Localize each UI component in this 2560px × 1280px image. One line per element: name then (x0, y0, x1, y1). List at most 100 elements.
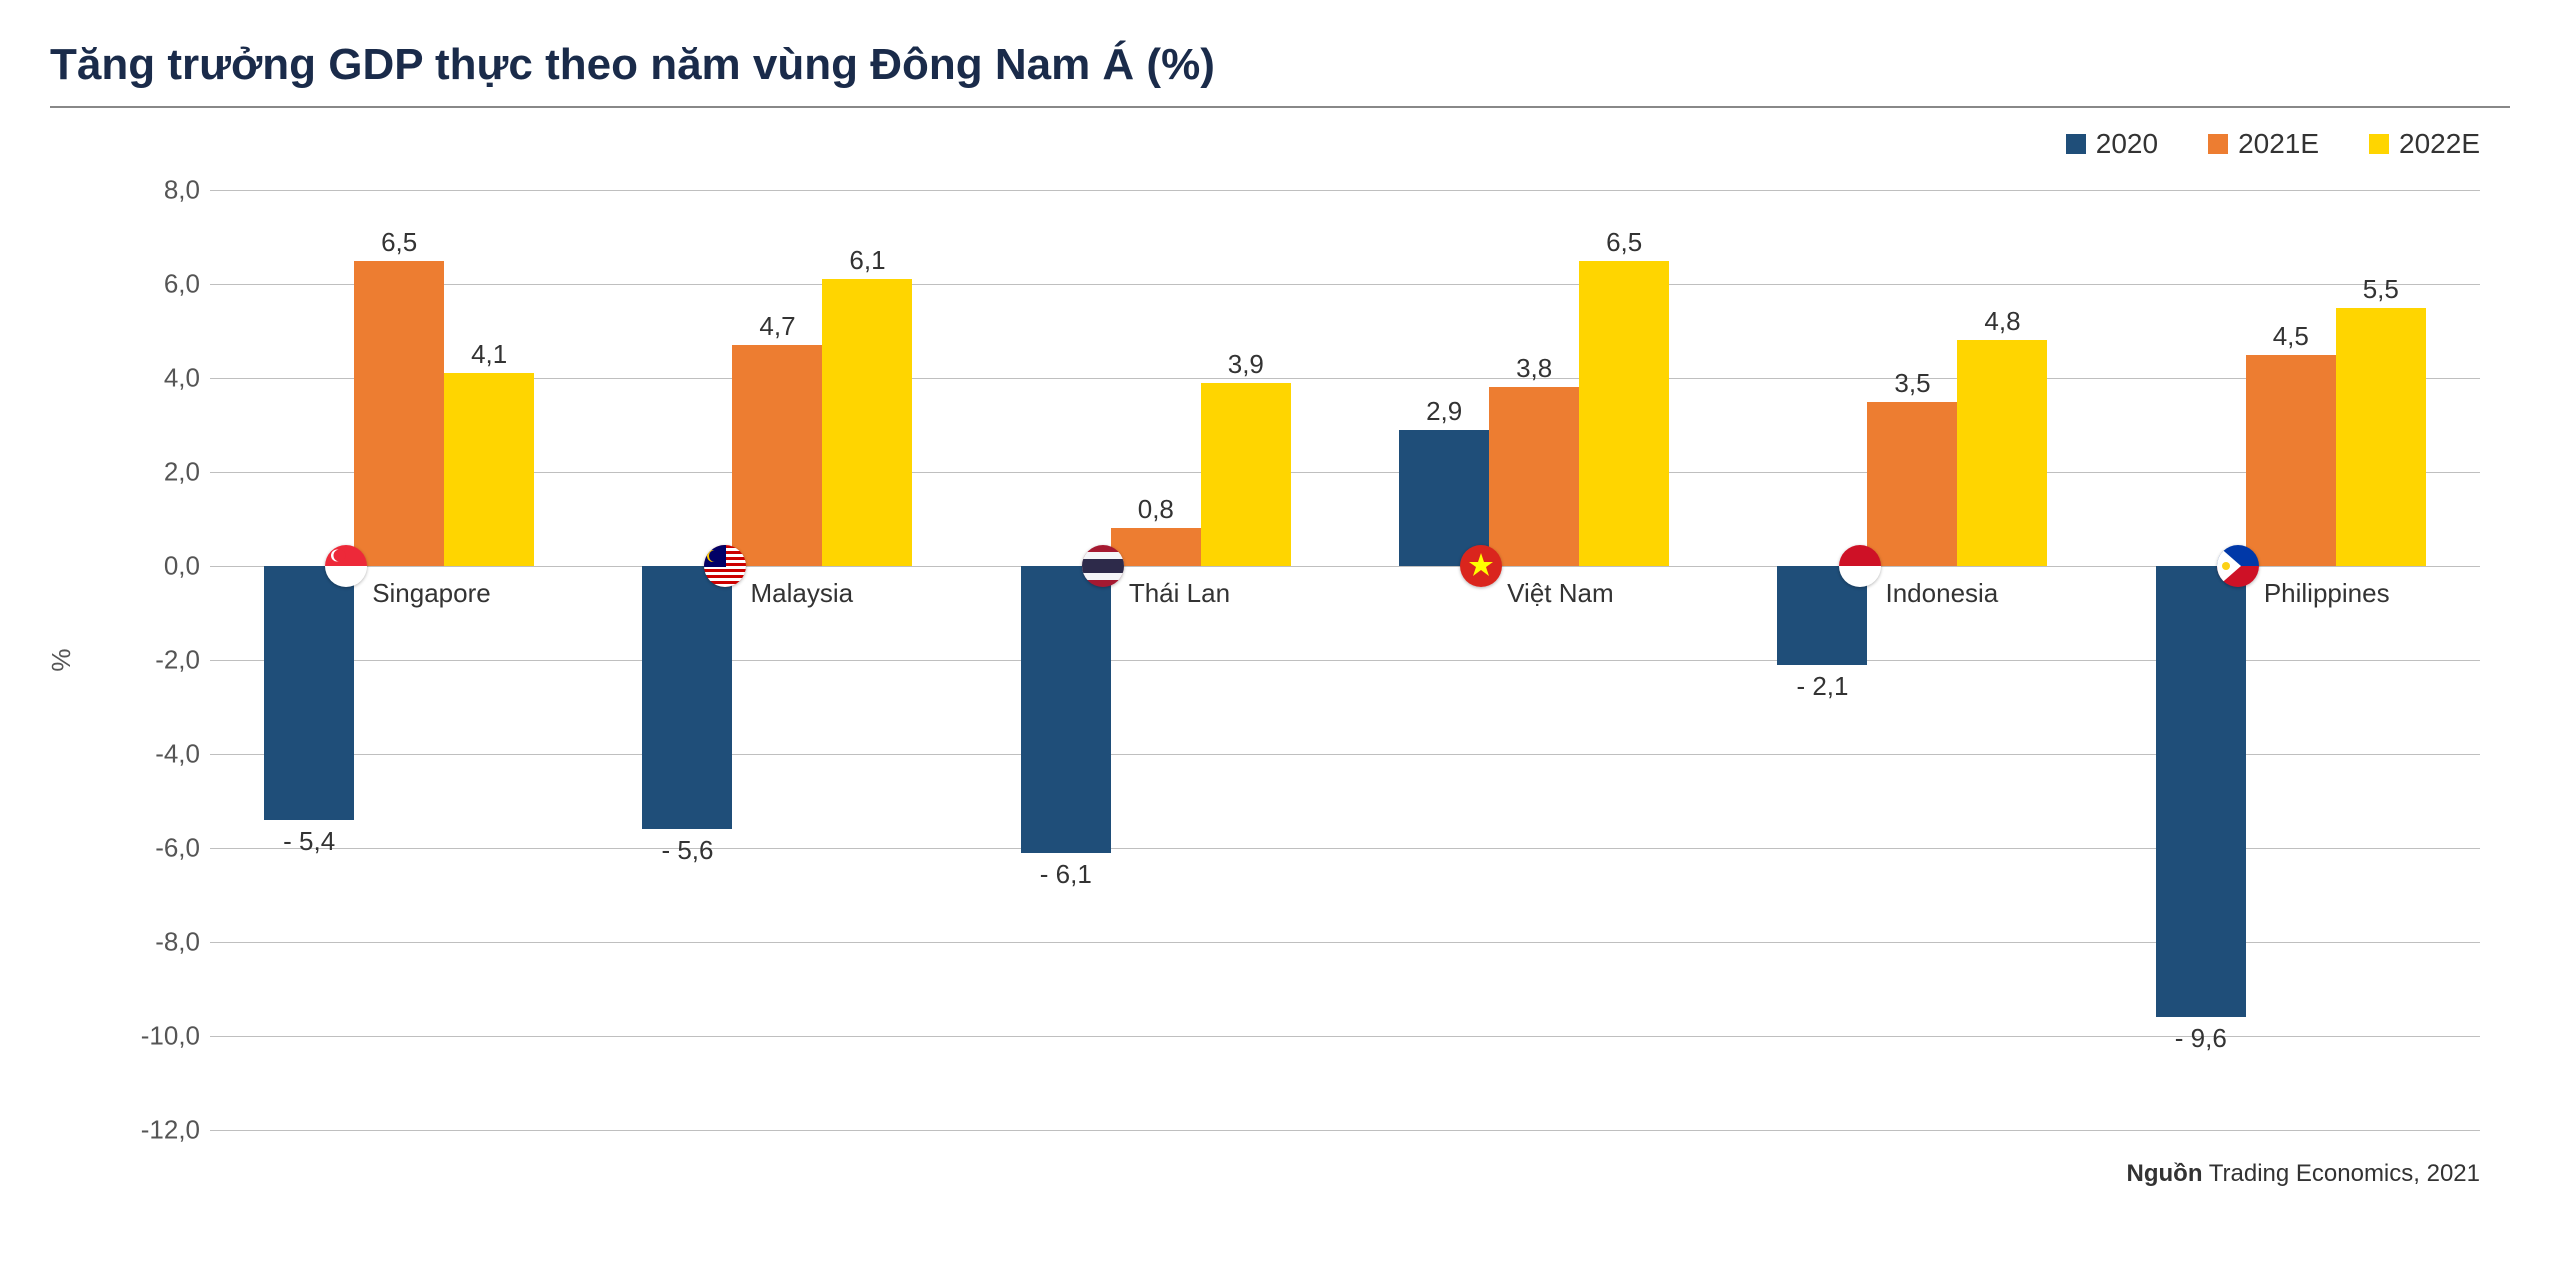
y-tick-label: 8,0 (110, 175, 200, 206)
value-label: 4,1 (471, 339, 507, 370)
flag-icon (1082, 545, 1124, 587)
y-tick-label: -12,0 (110, 1115, 200, 1146)
bar-wrap: 4,5 (2246, 190, 2336, 1130)
flag-icon (325, 545, 367, 587)
bar-groups: - 5,46,54,1Singapore- 5,64,76,1Malaysia-… (210, 190, 2480, 1130)
bar (2156, 566, 2246, 1017)
bars-row: - 5,4 6,5 4,1 (240, 190, 558, 1130)
bar-wrap: - 6,1 (1021, 190, 1111, 1130)
value-label: 3,9 (1228, 349, 1264, 380)
bar (642, 566, 732, 829)
legend-swatch (2369, 134, 2389, 154)
y-tick-label: -2,0 (110, 645, 200, 676)
legend-label: 2022E (2399, 128, 2480, 160)
value-label: 4,7 (759, 311, 795, 342)
y-tick-label: -4,0 (110, 739, 200, 770)
legend-item-2020: 2020 (2066, 128, 2158, 160)
bar (2246, 355, 2336, 567)
value-label: 6,5 (381, 227, 417, 258)
bar (1201, 383, 1291, 566)
bar-wrap: - 5,6 (642, 190, 732, 1130)
y-tick-label: 0,0 (110, 551, 200, 582)
source-citation: Nguồn Trading Economics, 2021 (50, 1160, 2510, 1188)
value-label: 0,8 (1138, 494, 1174, 525)
value-label: 6,5 (1606, 227, 1642, 258)
bar-group: - 6,1 0,8 3,9 Thái Lan (967, 190, 1345, 1130)
bar-wrap: 6,5 (1579, 190, 1669, 1130)
y-tick-label: -6,0 (110, 833, 200, 864)
plot-region: 8,06,04,02,00,0-2,0-4,0-6,0-8,0-10,0-12,… (210, 190, 2480, 1130)
flag-icon (1839, 545, 1881, 587)
bars-row: 2,9 3,8 6,5 (1375, 190, 1693, 1130)
flag-icon (2217, 545, 2259, 587)
legend-item-2021e: 2021E (2208, 128, 2319, 160)
gridline (210, 1130, 2480, 1131)
bar-wrap: - 5,4 (264, 190, 354, 1130)
value-label: - 2,1 (1796, 671, 1848, 702)
bars-row: - 6,1 0,8 3,9 (997, 190, 1315, 1130)
category-label: Philippines (2264, 578, 2390, 609)
chart-area: % 8,06,04,02,00,0-2,0-4,0-6,0-8,0-10,0-1… (50, 190, 2510, 1130)
bar-group: - 5,64,76,1Malaysia (588, 190, 966, 1130)
y-tick-label: -10,0 (110, 1021, 200, 1052)
bar-wrap: 4,7 (732, 190, 822, 1130)
y-tick-label: -8,0 (110, 927, 200, 958)
bar-wrap: - 9,6 (2156, 190, 2246, 1130)
legend-item-2022e: 2022E (2369, 128, 2480, 160)
bar (822, 279, 912, 566)
bar-wrap: 3,8 (1489, 190, 1579, 1130)
value-label: 3,8 (1516, 353, 1552, 384)
flag-icon (1460, 545, 1502, 587)
chart-title: Tăng trưởng GDP thực theo năm vùng Đông … (50, 40, 2510, 108)
bar (1021, 566, 1111, 853)
category-label: Singapore (372, 578, 491, 609)
bar-wrap: 4,8 (1957, 190, 2047, 1130)
bar (1957, 340, 2047, 566)
source-text: Trading Economics, 2021 (2203, 1160, 2481, 1187)
y-tick-label: 6,0 (110, 269, 200, 300)
bar-wrap: 3,5 (1867, 190, 1957, 1130)
bar (732, 345, 822, 566)
value-label: 4,5 (2273, 321, 2309, 352)
category-label: Indonesia (1886, 578, 1999, 609)
bar (444, 373, 534, 566)
value-label: - 6,1 (1040, 859, 1092, 890)
value-label: 3,5 (1894, 368, 1930, 399)
bars-row: - 5,6 4,7 6,1 (619, 190, 937, 1130)
bar (264, 566, 354, 820)
bar (2336, 308, 2426, 567)
legend-swatch (2066, 134, 2086, 154)
bar-wrap: 4,1 (444, 190, 534, 1130)
bar-wrap: 6,1 (822, 190, 912, 1130)
bars-row: - 2,1 3,5 4,8 (1754, 190, 2072, 1130)
bar-group: - 5,4 6,5 4,1 Singapore (210, 190, 588, 1130)
bar (1579, 261, 1669, 567)
y-tick-label: 2,0 (110, 457, 200, 488)
bar-group: - 2,1 3,5 4,8Indonesia (1723, 190, 2101, 1130)
bar-wrap: 6,5 (354, 190, 444, 1130)
flag-icon (704, 545, 746, 587)
bars-row: - 9,6 4,5 5,5 (2132, 190, 2450, 1130)
category-label: Thái Lan (1129, 578, 1230, 609)
y-axis-label: % (46, 648, 77, 671)
y-tick-label: 4,0 (110, 363, 200, 394)
legend-label: 2020 (2096, 128, 2158, 160)
bar (1489, 387, 1579, 566)
value-label: 6,1 (849, 245, 885, 276)
bar (354, 261, 444, 567)
bar-wrap: 3,9 (1201, 190, 1291, 1130)
legend-label: 2021E (2238, 128, 2319, 160)
bar-group: - 9,6 4,5 5,5 Philippines (2102, 190, 2480, 1130)
value-label: - 5,4 (283, 826, 335, 857)
value-label: - 9,6 (2175, 1023, 2227, 1054)
source-label: Nguồn (2127, 1160, 2203, 1187)
bar-wrap: 0,8 (1111, 190, 1201, 1130)
legend: 2020 2021E 2022E (50, 128, 2510, 160)
bar-group: 2,93,86,5Việt Nam (1345, 190, 1723, 1130)
bar-wrap: - 2,1 (1777, 190, 1867, 1130)
value-label: 2,9 (1426, 396, 1462, 427)
value-label: - 5,6 (661, 835, 713, 866)
value-label: 5,5 (2363, 274, 2399, 305)
bar-wrap: 5,5 (2336, 190, 2426, 1130)
bar (1111, 528, 1201, 566)
